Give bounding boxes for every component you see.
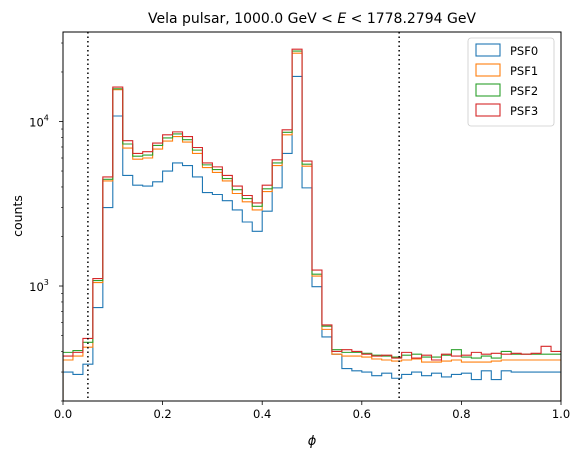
title-var: E bbox=[337, 11, 346, 27]
legend-swatch-psf2 bbox=[475, 83, 501, 97]
legend-label-psf3: PSF3 bbox=[510, 104, 538, 118]
vline-layer bbox=[87, 32, 400, 401]
legend-label-psf2: PSF2 bbox=[510, 84, 538, 98]
y-tick-label: 103 bbox=[29, 278, 49, 294]
plot-area bbox=[63, 32, 561, 401]
y-tick-label: 104 bbox=[29, 114, 49, 130]
x-axis-ticks: 0.0 0.2 0.4 0.6 0.8 1.0 bbox=[54, 401, 570, 421]
chart-title: Vela pulsar, 1000.0 GeV < E < 1778.2794 … bbox=[148, 11, 476, 27]
x-axis-label: ϕ bbox=[308, 434, 317, 449]
series-line-psf2 bbox=[63, 50, 561, 401]
x-tick-label: 0.8 bbox=[452, 407, 470, 421]
series-line-psf3 bbox=[63, 48, 561, 401]
series-layer bbox=[63, 48, 561, 401]
legend-swatch-psf1 bbox=[475, 63, 501, 77]
axes-frame bbox=[62, 31, 562, 402]
legend-label-psf0: PSF0 bbox=[510, 44, 538, 58]
x-tick-label: 0.6 bbox=[353, 407, 371, 421]
x-tick-label: 1.0 bbox=[552, 407, 570, 421]
legend-label-psf1: PSF1 bbox=[510, 64, 538, 78]
series-line-psf1 bbox=[63, 52, 561, 401]
x-tick-label: 0.2 bbox=[153, 407, 171, 421]
y-axis-ticks: 103 104 bbox=[29, 42, 63, 402]
x-tick-label: 0.4 bbox=[253, 407, 271, 421]
title-lt: < bbox=[321, 11, 333, 27]
title-suffix: 1778.2794 GeV bbox=[367, 11, 477, 27]
y-axis-label: counts bbox=[10, 195, 25, 237]
title-prefix: Vela pulsar, 1000.0 GeV bbox=[148, 11, 317, 27]
legend: PSF0 PSF1 PSF2 PSF3 bbox=[467, 37, 555, 127]
x-tick-label: 0.0 bbox=[54, 407, 72, 421]
legend-swatch-psf3 bbox=[475, 103, 501, 117]
legend-swatch-psf0 bbox=[475, 43, 501, 57]
title-lt-2: < bbox=[351, 11, 363, 27]
